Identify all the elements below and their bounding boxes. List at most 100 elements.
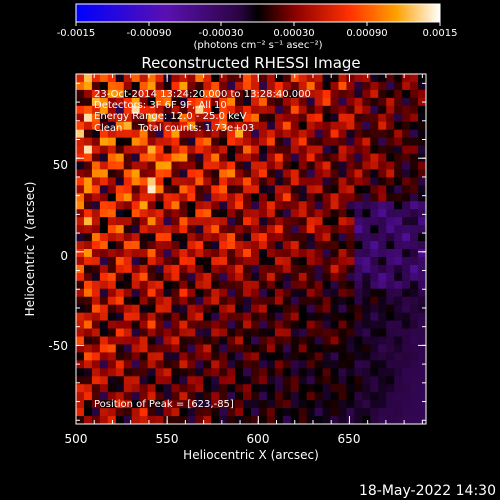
heatmap-cell xyxy=(410,113,419,123)
colorbar-ticks xyxy=(75,22,441,26)
heatmap-cell xyxy=(314,280,324,290)
heatmap-cell xyxy=(418,344,426,353)
heatmap-cell xyxy=(402,416,411,424)
heatmap-cell xyxy=(131,74,141,83)
heatmap-cell xyxy=(314,400,324,409)
heatmap-cell xyxy=(418,74,426,83)
heatmap-cell xyxy=(386,241,395,250)
heatmap-cell xyxy=(131,280,141,290)
heatmap-cell xyxy=(258,288,268,298)
heatmap-cell xyxy=(131,209,141,218)
heatmap-cell xyxy=(314,121,324,131)
x-axis-label: Heliocentric X (arcsec) xyxy=(183,448,319,462)
heatmap-cell xyxy=(298,264,308,274)
heatmap-cell xyxy=(131,169,141,178)
heatmap-cell xyxy=(314,352,324,361)
heatmap-cell xyxy=(251,256,260,266)
heatmap-cell xyxy=(187,145,196,155)
heatmap-cell xyxy=(83,121,93,131)
heatmap-cell xyxy=(282,113,292,123)
heatmap-cell xyxy=(171,312,180,322)
heatmap-cell xyxy=(155,336,165,346)
heatmap-cell xyxy=(394,137,403,147)
heatmap-cell xyxy=(76,185,85,194)
heatmap-cell xyxy=(370,209,379,218)
heatmap-cell xyxy=(155,105,165,115)
heatmap-cell xyxy=(107,384,117,393)
heatmap-cell xyxy=(338,145,348,155)
heatmap-cell xyxy=(131,193,141,202)
heatmap-cell xyxy=(330,185,340,194)
heatmap-cell xyxy=(179,296,188,306)
heatmap-cell xyxy=(131,145,141,155)
heatmap-cell xyxy=(163,97,173,107)
heatmap-cell xyxy=(378,264,387,274)
heatmap-cell xyxy=(282,129,292,139)
heatmap-cell xyxy=(243,320,252,330)
heatmap-cell xyxy=(147,384,157,393)
heatmap-cell xyxy=(314,376,324,385)
heatmap-cell xyxy=(195,296,204,306)
heatmap-cell xyxy=(354,225,363,234)
heatmap-cell xyxy=(354,81,363,91)
heatmap-cell xyxy=(76,360,85,369)
heatmap-cell xyxy=(290,336,300,346)
heatmap-cell xyxy=(99,320,109,330)
heatmap-cell xyxy=(314,89,324,99)
heatmap-cell xyxy=(155,113,165,123)
heatmap-cell xyxy=(187,320,196,330)
heatmap-cell xyxy=(171,97,180,107)
heatmap-cell xyxy=(418,304,426,314)
heatmap-cell xyxy=(370,145,379,155)
heatmap-cell xyxy=(394,121,403,131)
heatmap-cell xyxy=(179,137,188,147)
heatmap-cell xyxy=(258,344,268,353)
heatmap-cell xyxy=(354,89,363,99)
heatmap-cell xyxy=(402,249,411,258)
x-tick-label-650: 650 xyxy=(338,432,361,446)
heatmap-cell xyxy=(298,249,308,258)
heatmap-cell xyxy=(179,368,188,377)
heatmap-cell xyxy=(76,280,85,290)
heatmap-cell xyxy=(258,185,268,194)
heatmap-cell xyxy=(155,153,165,163)
heatmap-cell xyxy=(410,129,419,139)
heatmap-cell xyxy=(258,360,268,369)
heatmap-cell xyxy=(290,169,300,178)
heatmap-cell xyxy=(266,113,276,123)
heatmap-cell xyxy=(235,288,244,298)
heatmap-cell xyxy=(155,74,165,83)
heatmap-cell xyxy=(322,384,332,393)
heatmap-cell xyxy=(243,312,252,322)
heatmap-cell xyxy=(394,241,403,250)
heatmap-cell xyxy=(227,264,236,274)
heatmap-cell xyxy=(386,392,395,401)
heatmap-cell xyxy=(91,121,101,131)
heatmap-cell xyxy=(76,121,85,131)
heatmap-cell xyxy=(378,360,387,369)
heatmap-cell xyxy=(83,169,93,178)
heatmap-cell xyxy=(338,185,348,194)
heatmap-cell xyxy=(227,400,236,409)
heatmap-cell xyxy=(131,328,141,338)
heatmap-cell xyxy=(258,336,268,346)
heatmap-cell xyxy=(243,89,252,99)
heatmap-cell xyxy=(362,177,371,186)
heatmap-cell xyxy=(219,129,228,139)
heatmap-cell xyxy=(131,368,141,377)
heatmap-cell xyxy=(354,360,363,369)
heatmap-cell xyxy=(370,185,379,194)
heatmap-cell xyxy=(282,352,292,361)
heatmap-cell xyxy=(115,416,125,424)
heatmap-cell xyxy=(195,153,204,163)
heatmap-cell xyxy=(346,153,355,163)
heatmap-cell xyxy=(402,161,411,171)
heatmap-cell xyxy=(314,217,324,226)
heatmap-cell xyxy=(370,89,379,99)
heatmap-cell xyxy=(410,400,419,409)
heatmap-cell xyxy=(322,320,332,330)
heatmap-cell xyxy=(394,376,403,385)
heatmap-cell xyxy=(338,400,348,409)
heatmap-cell xyxy=(163,264,173,274)
heatmap-cell xyxy=(314,129,324,139)
